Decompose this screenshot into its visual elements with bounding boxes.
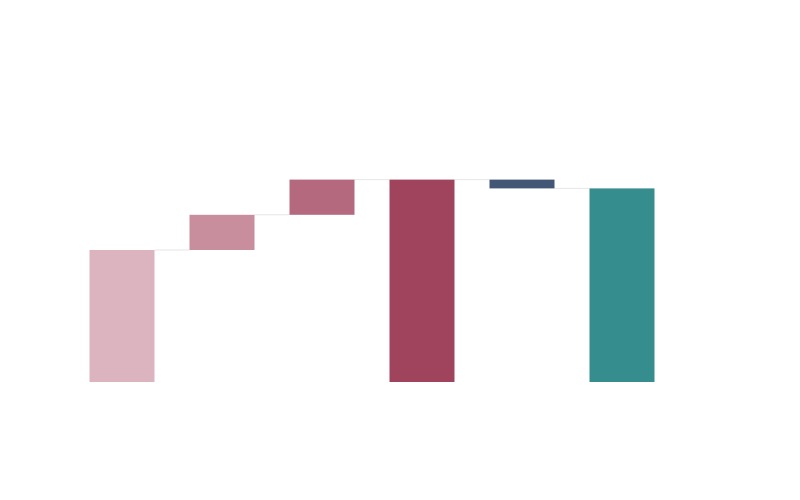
bar-6 (589, 188, 655, 382)
bar-2 (189, 214, 255, 250)
bar-4 (389, 179, 455, 382)
bars-group (89, 179, 655, 382)
bar-5 (489, 179, 555, 189)
connector-lines (154, 179, 590, 251)
bar-1 (89, 250, 155, 382)
bar-3 (289, 179, 355, 215)
